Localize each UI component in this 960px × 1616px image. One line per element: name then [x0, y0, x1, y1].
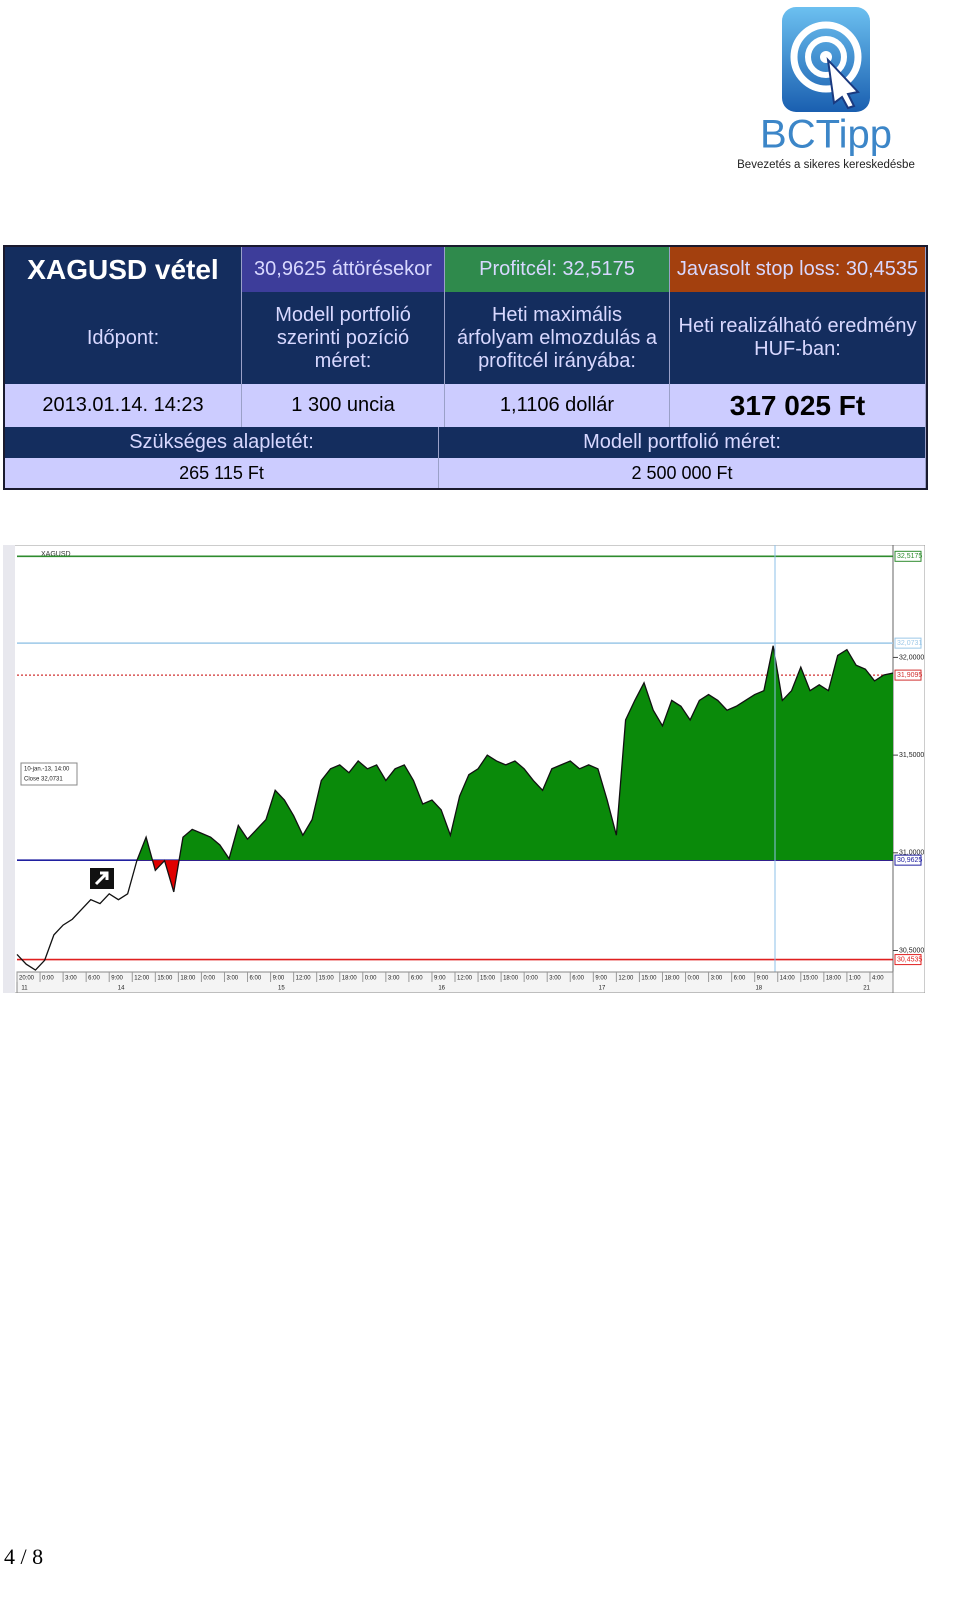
time-label: 12:00 — [134, 976, 150, 982]
time-label: 18:00 — [664, 976, 680, 982]
tooltip-text: 10-jan.-13, 14:00 — [24, 767, 70, 773]
logo-brand: BCTipp — [760, 113, 892, 157]
table-cell: Javasolt stop loss: 30,4535 — [670, 247, 926, 292]
time-label: 9:00 — [273, 976, 285, 982]
day-label: 17 — [599, 986, 606, 992]
time-label: 3:00 — [549, 976, 561, 982]
table-cell: 2013.01.14. 14:23 — [5, 384, 242, 427]
time-label: 15:00 — [157, 976, 173, 982]
level-box — [894, 637, 922, 649]
logo-tagline: Bevezetés a sikeres kereskedésbe — [737, 159, 915, 171]
day-label: 18 — [755, 986, 762, 992]
level-label: 31,9095 — [897, 672, 922, 679]
table-cell: 1,1106 dollár — [445, 384, 670, 427]
y-tick-label: 31,5000 — [899, 752, 924, 759]
y-tick-label: 30,5000 — [899, 947, 924, 954]
table-cell: Időpont: — [5, 292, 242, 384]
table-cell: 1 300 uncia — [242, 384, 445, 427]
time-label: 15:00 — [319, 976, 335, 982]
time-label: 3:00 — [65, 976, 77, 982]
time-label: 0:00 — [42, 976, 54, 982]
time-label: 0:00 — [688, 976, 700, 982]
page-number: 4 / 8 — [4, 1544, 44, 1569]
area-below — [136, 860, 180, 892]
table-cell: 317 025 Ft — [670, 384, 926, 427]
tooltip-text: Close 32,0731 — [24, 777, 63, 783]
time-label: 0:00 — [526, 976, 538, 982]
chart: XAGUSD 32,0000 31,5000 31,0000 30,5000 32,517… — [3, 545, 925, 993]
time-label: 0:00 — [365, 976, 377, 982]
time-label: 6:00 — [734, 976, 746, 982]
table-cell: Szükséges alapletét: — [5, 427, 439, 458]
time-label: 3:00 — [388, 976, 400, 982]
table-cell: Heti maximális árfolyam elmozdulás a pro… — [445, 292, 670, 384]
time-label: 9:00 — [434, 976, 446, 982]
signal-table: XAGUSD vétel 30,9625 áttörésekor Profitcél… — [3, 245, 928, 490]
table-cell: 265 115 Ft — [5, 458, 439, 488]
y-tick-label: 32,0000 — [899, 654, 924, 661]
time-label: 15:00 — [641, 976, 657, 982]
time-label: 0:00 — [203, 976, 215, 982]
time-label: 3:00 — [226, 976, 238, 982]
day-label: 21 — [863, 986, 870, 992]
time-label: 3:00 — [711, 976, 723, 982]
table-cell: Profitcél: 32,5175 — [445, 247, 670, 292]
table-cell: 30,9625 áttörésekor — [242, 247, 445, 292]
level-box — [894, 854, 922, 866]
time-label: 18:00 — [342, 976, 358, 982]
price-line — [16, 860, 138, 971]
level-label: 30,9625 — [897, 857, 922, 864]
level-box — [894, 550, 922, 562]
time-label: 9:00 — [595, 976, 607, 982]
table-cell: XAGUSD vétel — [5, 247, 242, 292]
level-box — [894, 954, 922, 966]
arrow-icon — [90, 868, 114, 889]
logo: BCTipp Bevezetés a sikeres kereskedésbe — [737, 7, 915, 171]
time-label: 15:00 — [803, 976, 819, 982]
table-cell: Modell portfolió méret: — [439, 427, 926, 458]
time-label: 6:00 — [250, 976, 262, 982]
time-label: 6:00 — [411, 976, 423, 982]
time-label: 9:00 — [111, 976, 123, 982]
time-label: 12:00 — [618, 976, 634, 982]
table-cell: Modell portfolió szerinti pozíció méret: — [242, 292, 445, 384]
level-label: 30,4535 — [897, 956, 922, 963]
time-label: 9:00 — [757, 976, 769, 982]
day-label: 16 — [438, 986, 445, 992]
left-strip — [3, 545, 15, 993]
day-label: 11 — [21, 986, 28, 992]
tooltip-box — [20, 762, 78, 786]
day-label: 14 — [118, 986, 125, 992]
level-box — [894, 669, 922, 681]
time-label: 12:00 — [457, 976, 473, 982]
time-label: 1:00 — [849, 976, 861, 982]
time-label: 20:00 — [19, 976, 35, 982]
symbol-label: XAGUSD — [41, 551, 71, 558]
time-label: 18:00 — [503, 976, 519, 982]
y-tick-label: 31,0000 — [899, 850, 924, 857]
table-cell: 2 500 000 Ft — [439, 458, 926, 488]
time-label: 6:00 — [572, 976, 584, 982]
level-label: 32,0731 — [897, 640, 922, 647]
day-label: 15 — [278, 986, 285, 992]
time-label: 18:00 — [180, 976, 196, 982]
table-cell: Heti realizálható eredmény HUF-ban: — [670, 292, 926, 384]
time-label: 18:00 — [826, 976, 842, 982]
time-label: 15:00 — [480, 976, 496, 982]
time-label: 14:00 — [780, 976, 796, 982]
level-label: 32,5175 — [897, 553, 922, 560]
area-above — [136, 645, 893, 861]
price-line — [136, 645, 894, 893]
time-label: 4:00 — [872, 976, 884, 982]
time-label: 12:00 — [296, 976, 312, 982]
time-label: 6:00 — [88, 976, 100, 982]
